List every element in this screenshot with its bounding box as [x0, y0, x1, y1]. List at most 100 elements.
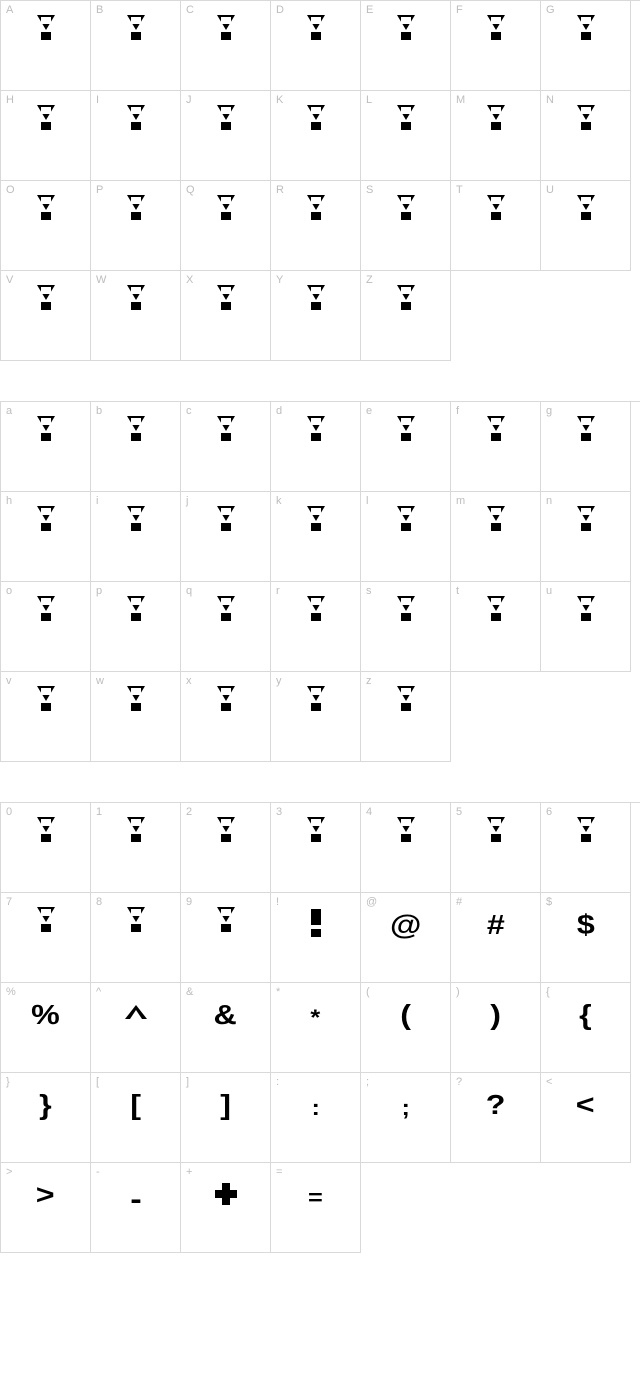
cell: jj — [181, 492, 271, 582]
glyph: F — [451, 15, 540, 40]
cell: }} — [1, 1073, 91, 1163]
cell-empty — [451, 1163, 541, 1253]
glyph: : — [271, 1087, 360, 1119]
glyph: P — [91, 195, 180, 220]
cell: :: — [271, 1073, 361, 1163]
glyph: 1 — [91, 817, 180, 842]
cell: 33 — [271, 803, 361, 893]
cell: ii — [91, 492, 181, 582]
cell: ww — [91, 672, 181, 762]
glyph: V — [1, 285, 90, 310]
cell: mm — [451, 492, 541, 582]
glyph: - — [91, 1177, 180, 1215]
glyph: 8 — [91, 907, 180, 932]
cell: kk — [271, 492, 361, 582]
glyph: 2 — [181, 817, 270, 842]
glyph: 9 — [181, 907, 270, 932]
cell: PP — [91, 181, 181, 271]
cell: + — [181, 1163, 271, 1253]
glyph: $ — [541, 907, 630, 939]
cell: DD — [271, 1, 361, 91]
glyph: k — [271, 506, 360, 531]
cell: bb — [91, 402, 181, 492]
cell: ;; — [361, 1073, 451, 1163]
glyph: U — [541, 195, 630, 220]
cell: cc — [181, 402, 271, 492]
cell-empty — [361, 1163, 451, 1253]
cell: nn — [541, 492, 631, 582]
cell: GG — [541, 1, 631, 91]
glyph: n — [541, 506, 630, 531]
cell: CC — [181, 1, 271, 91]
cell: EE — [361, 1, 451, 91]
cell: 99 — [181, 893, 271, 983]
glyph: 3 — [271, 817, 360, 842]
glyph: u — [541, 596, 630, 621]
cell: BB — [91, 1, 181, 91]
cell: NN — [541, 91, 631, 181]
cell: $$ — [541, 893, 631, 983]
cell: QQ — [181, 181, 271, 271]
glyph: * — [271, 997, 360, 1029]
cell: ff — [451, 402, 541, 492]
glyph: m — [451, 506, 540, 531]
cell: 66 — [541, 803, 631, 893]
glyph: Y — [271, 285, 360, 310]
cell: oo — [1, 582, 91, 672]
glyph: f — [451, 416, 540, 441]
glyph: i — [91, 506, 180, 531]
section-lowercase: aabbccddeeffgghhiijjkkllmmnnooppqqrrsstt… — [0, 401, 640, 762]
cell: dd — [271, 402, 361, 492]
glyph: 6 — [541, 817, 630, 842]
glyph: I — [91, 105, 180, 130]
glyph: ; — [361, 1087, 450, 1119]
cell: MM — [451, 91, 541, 181]
glyph: = — [271, 1177, 360, 1209]
glyph: ? — [451, 1087, 540, 1119]
cell: uu — [541, 582, 631, 672]
cell: YY — [271, 271, 361, 361]
glyph: O — [1, 195, 90, 220]
glyph: x — [181, 686, 270, 711]
grid-symbols: 00112233445566778899!@@##$$%%^&&**(()){{… — [0, 802, 640, 1253]
cell-empty — [541, 1163, 631, 1253]
cell: XX — [181, 271, 271, 361]
cell: hh — [1, 492, 91, 582]
glyph: y — [271, 686, 360, 711]
glyph: 0 — [1, 817, 90, 842]
glyph: c — [181, 416, 270, 441]
glyph: ] — [181, 1087, 270, 1119]
glyph: < — [541, 1087, 630, 1119]
cell: ee — [361, 402, 451, 492]
cell: ss — [361, 582, 451, 672]
cell: == — [271, 1163, 361, 1253]
cell: OO — [1, 181, 91, 271]
glyph: @ — [361, 907, 450, 939]
cell: VV — [1, 271, 91, 361]
cell: WW — [91, 271, 181, 361]
cell-empty — [541, 271, 631, 361]
glyph: } — [1, 1087, 90, 1119]
cell: ?? — [451, 1073, 541, 1163]
cell: 11 — [91, 803, 181, 893]
glyph: w — [91, 686, 180, 711]
glyph: b — [91, 416, 180, 441]
cell: aa — [1, 402, 91, 492]
cell: ZZ — [361, 271, 451, 361]
glyph: X — [181, 285, 270, 310]
glyph: 5 — [451, 817, 540, 842]
glyph: [ — [91, 1087, 180, 1119]
glyph: t — [451, 596, 540, 621]
glyph: d — [271, 416, 360, 441]
glyph: % — [1, 997, 90, 1029]
glyph: o — [1, 596, 90, 621]
cell: 77 — [1, 893, 91, 983]
cell: %% — [1, 983, 91, 1073]
glyph: M — [451, 105, 540, 130]
glyph: C — [181, 15, 270, 40]
cell: FF — [451, 1, 541, 91]
glyph — [271, 907, 360, 937]
cell: 55 — [451, 803, 541, 893]
cell: << — [541, 1073, 631, 1163]
glyph: T — [451, 195, 540, 220]
